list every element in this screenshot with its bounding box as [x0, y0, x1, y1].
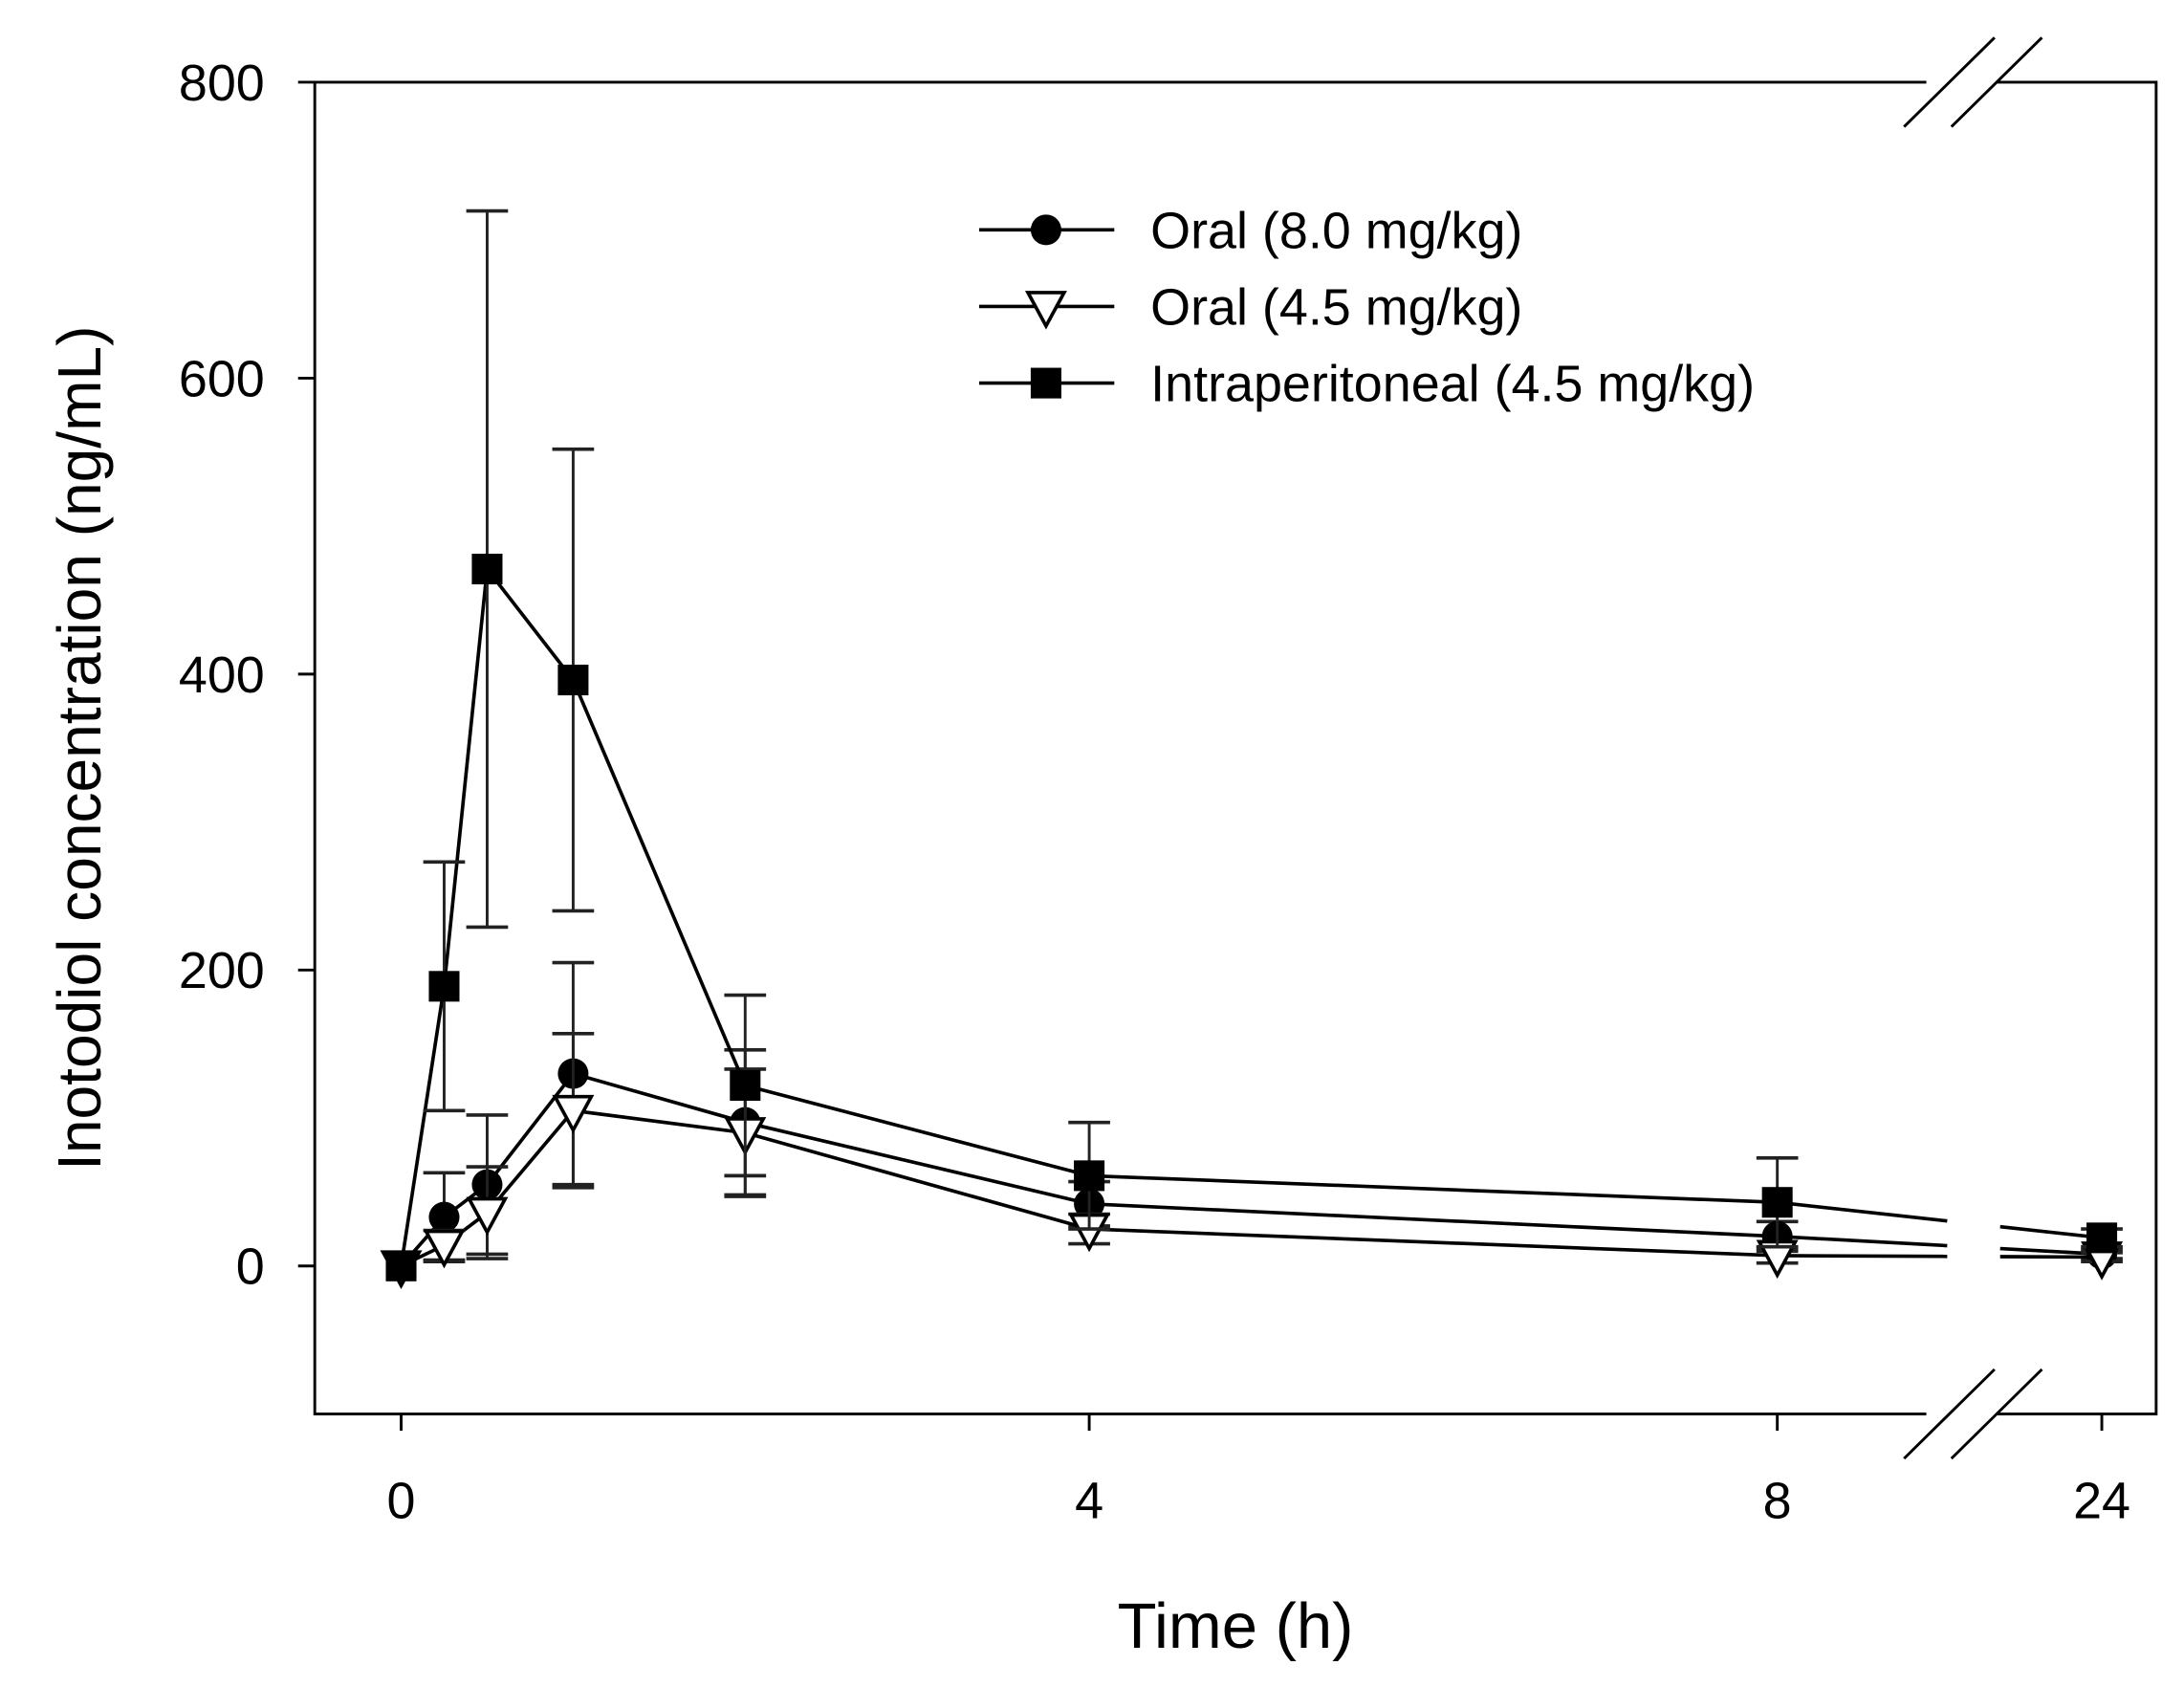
axis-break-gap	[1926, 77, 1997, 88]
data-point	[428, 1201, 460, 1233]
y-tick-label: 800	[179, 55, 265, 112]
series-line-segment	[744, 1130, 1090, 1231]
axes: 0 200 400 600 800 0 4 8 24	[179, 36, 2130, 1530]
x-tick-label: 24	[2073, 1473, 2130, 1530]
legend-label: Oral (8.0 mg/kg)	[1150, 202, 1522, 259]
series-line-segment	[486, 1109, 575, 1215]
axis-break-mark	[1903, 36, 1996, 128]
axis-break-gap	[1926, 1408, 1997, 1420]
data-point	[385, 1250, 417, 1282]
data-point	[1761, 1187, 1793, 1218]
data-point	[552, 1094, 595, 1134]
series-2	[385, 208, 2123, 1282]
legend-marker	[1024, 291, 1067, 330]
axis-break-mark	[1950, 36, 2043, 128]
y-axis-title: Inotodiol concentration (ng/mL)	[45, 326, 114, 1171]
x-tick-label: 4	[1075, 1473, 1103, 1530]
series-line-segment	[1089, 1227, 1778, 1258]
series-0	[385, 960, 2123, 1282]
series-line-segment	[442, 568, 490, 987]
series-line-segment	[744, 1120, 1090, 1206]
y-tick-label: 200	[179, 942, 265, 999]
series-line-segment	[1777, 1200, 1948, 1223]
x-tick-label: 8	[1763, 1473, 1792, 1530]
series-line-segment	[1089, 1173, 1778, 1205]
data-point	[471, 553, 503, 585]
series-line-segment	[572, 1071, 746, 1125]
series-1	[380, 1032, 2124, 1289]
data-point	[2086, 1222, 2118, 1254]
series-line-segment	[744, 1084, 1090, 1178]
x-axis-title: Time (h)	[1118, 1590, 1354, 1662]
axis-break-mark	[1950, 1368, 2043, 1460]
axis-break-mark	[1903, 1368, 1996, 1460]
series-line-segment	[1089, 1201, 1778, 1238]
data-point	[466, 1196, 509, 1237]
y-tick-label: 600	[179, 350, 265, 407]
data-point	[557, 665, 589, 696]
series-line-segment	[399, 986, 447, 1267]
y-tick-label: 0	[236, 1238, 265, 1296]
series-line-segment	[1999, 1224, 2103, 1240]
series-line-segment	[1777, 1235, 1948, 1248]
data-point	[730, 1069, 761, 1102]
legend-marker	[1030, 367, 1061, 399]
plot-frame	[313, 80, 2158, 1415]
legend-label: Intraperitoneal (4.5 mg/kg)	[1150, 356, 1755, 413]
legend-marker	[1030, 214, 1061, 246]
data-point	[428, 971, 460, 1002]
series-line-segment	[1777, 1254, 1948, 1259]
data-point	[1074, 1160, 1105, 1192]
y-tick-label: 400	[179, 646, 265, 704]
x-tick-label: 0	[387, 1473, 416, 1530]
legend-label: Oral (4.5 mg/kg)	[1150, 278, 1522, 336]
series-line-segment	[571, 679, 747, 1086]
series-line-segment	[573, 1108, 746, 1135]
data-point	[423, 1229, 466, 1269]
data-marks	[380, 208, 2124, 1289]
legend: Oral (8.0 mg/kg) Oral (4.5 mg/kg) Intraper…	[979, 202, 1755, 413]
series-line-segment	[486, 567, 575, 682]
